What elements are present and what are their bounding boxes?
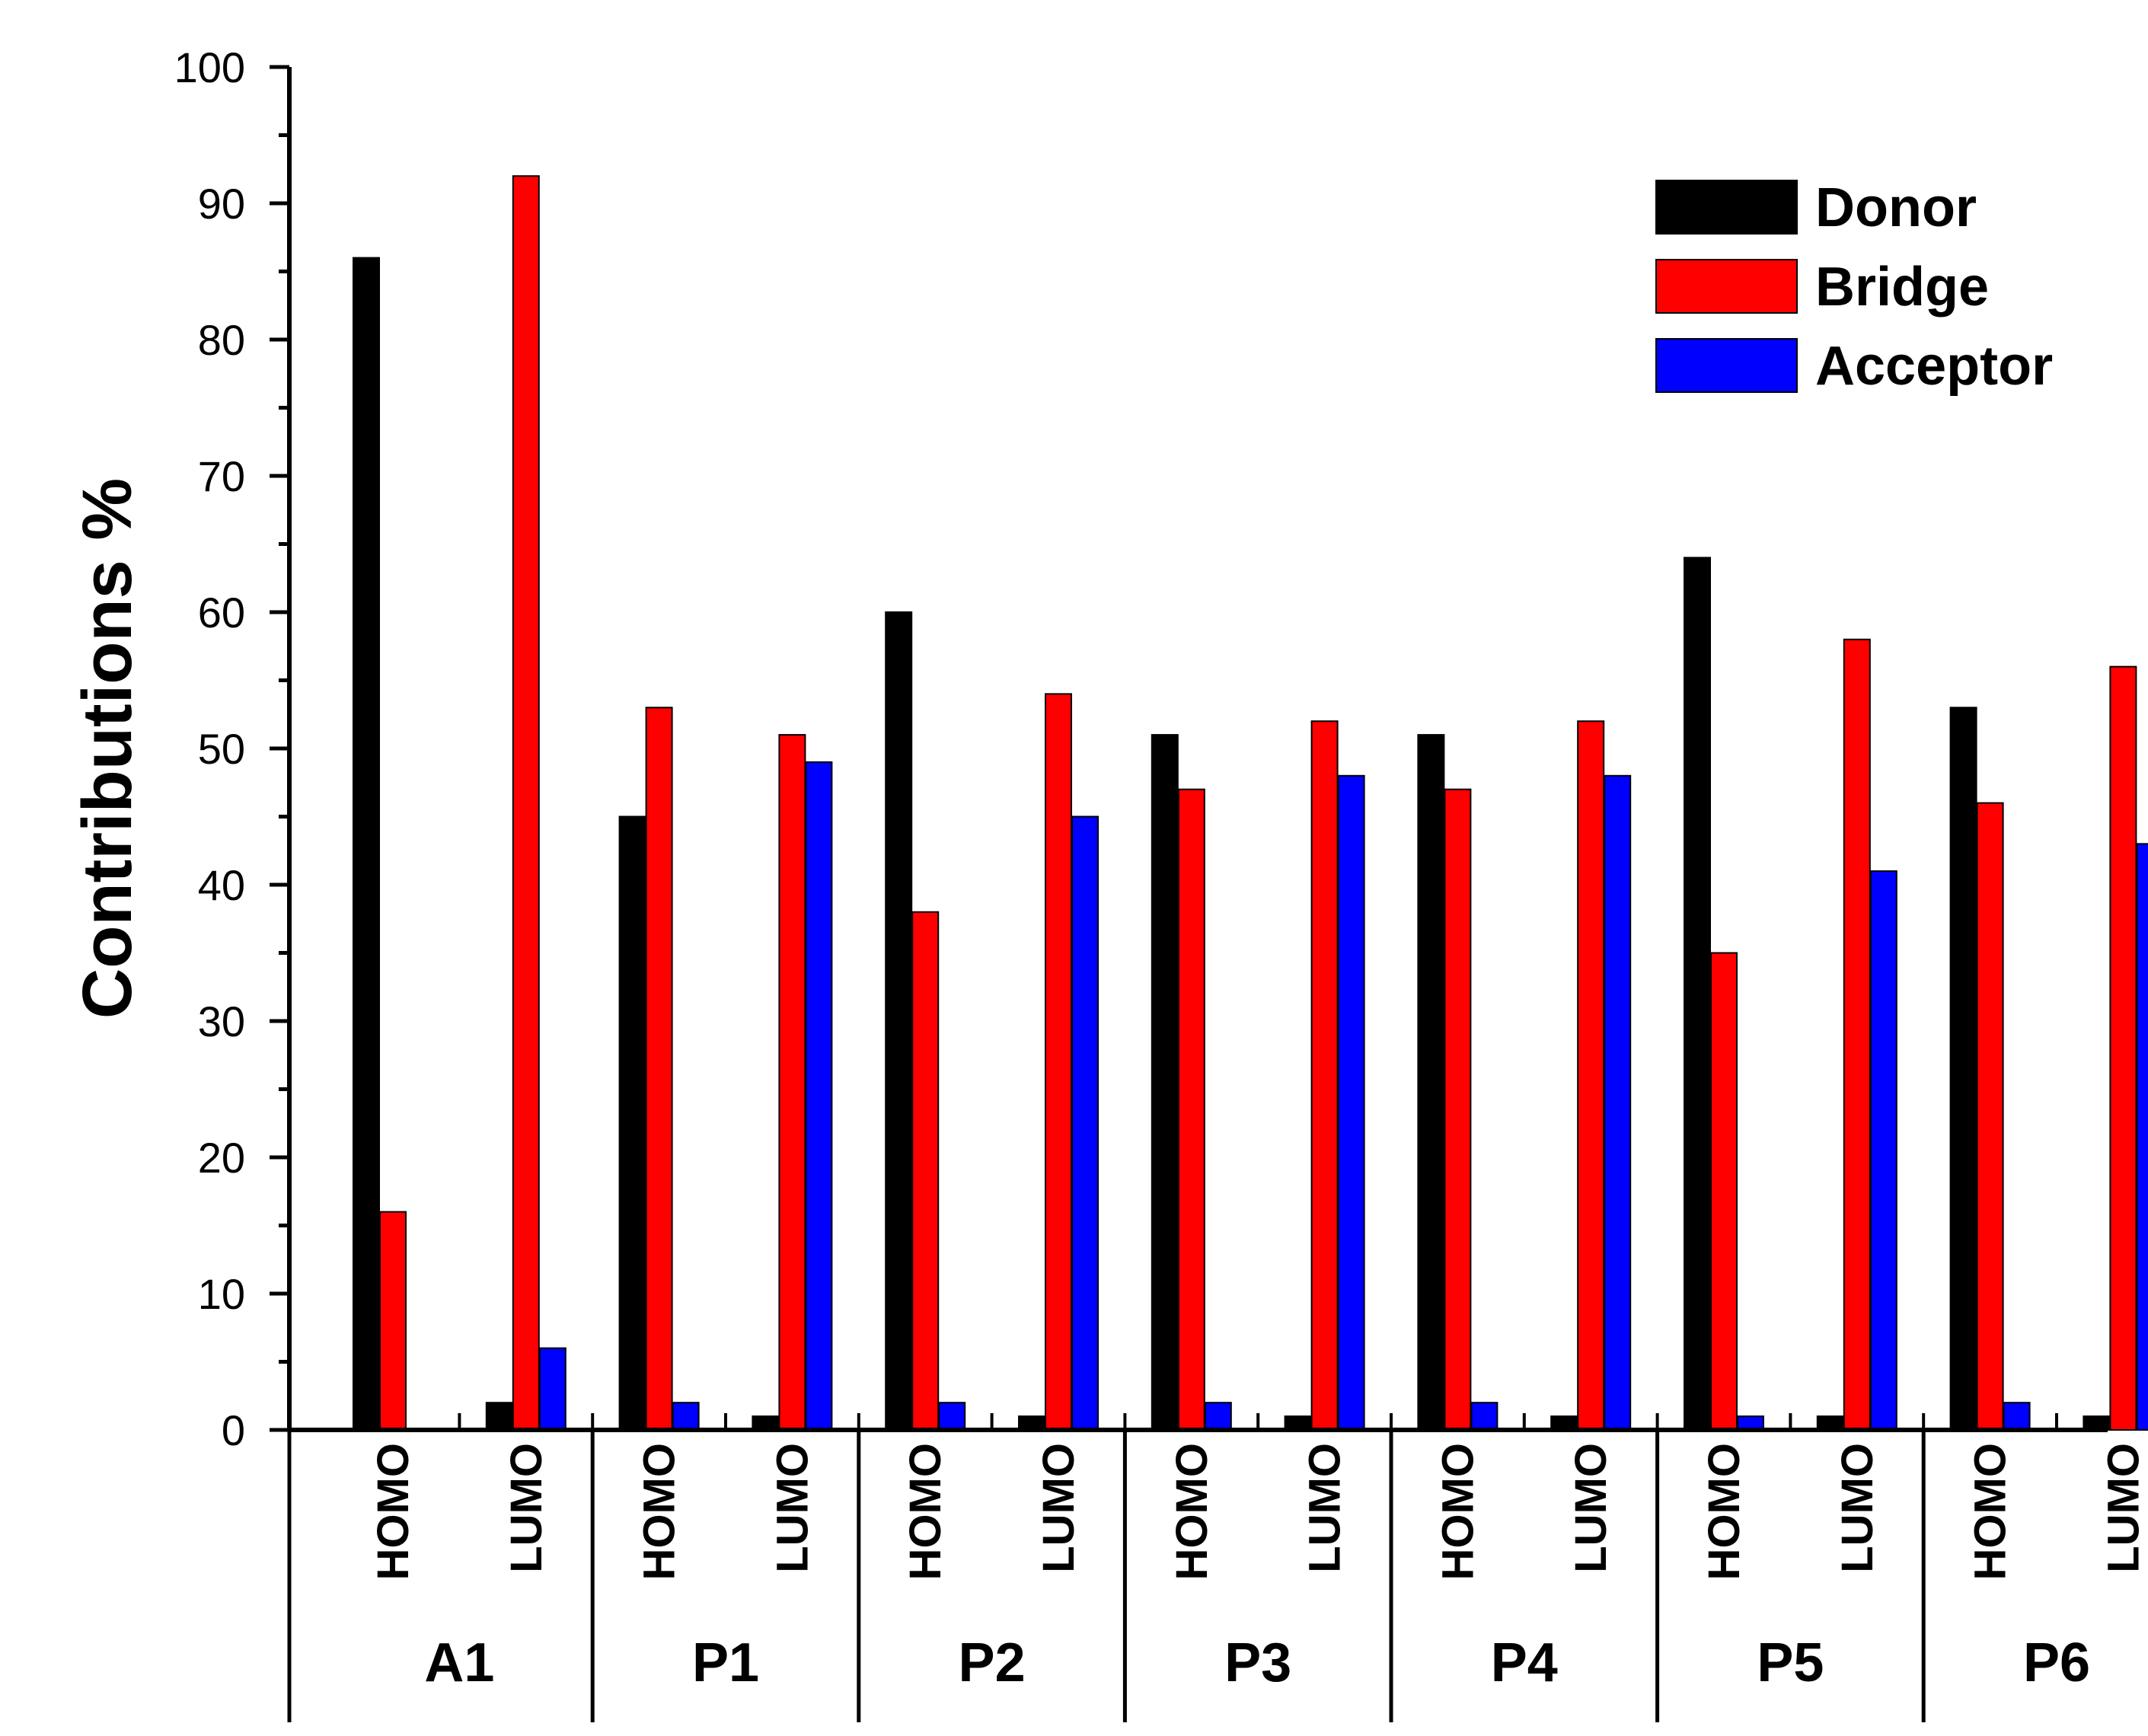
bar-acceptor-p4-lumo [1604,774,1632,1431]
bar-donor-p5-homo [1684,557,1711,1431]
group-label-p4: P4 [1491,1632,1558,1693]
bar-bridge-p2-lumo [1045,693,1072,1431]
bar-acceptor-p3-homo [1204,1402,1232,1431]
y-tick-label: 10 [198,1270,245,1318]
bar-bridge-p3-homo [1177,788,1205,1431]
orbital-label-lumo: LUMO [768,1443,817,1573]
orbital-label-lumo: LUMO [1566,1443,1616,1573]
legend-label-acceptor: Acceptor [1815,336,2053,397]
orbital-label-lumo: LUMO [502,1443,551,1573]
orbital-label-lumo: LUMO [1833,1443,1882,1573]
orbital-label-homo: HOMO [1700,1443,1749,1580]
legend-label-donor: Donor [1815,177,1977,238]
orbital-label-homo: HOMO [1966,1443,2016,1580]
y-axis-title: Contributions % [69,478,146,1019]
bar-acceptor-a1-lumo [538,1347,567,1431]
bar-acceptor-p5-lumo [1869,870,1897,1431]
y-tick-label: 100 [174,43,245,91]
y-tick-label: 80 [198,316,245,364]
bar-bridge-p4-lumo [1577,720,1605,1431]
bar-acceptor-p6-lumo [2136,843,2148,1431]
orbital-label-homo: HOMO [1433,1443,1483,1580]
orbital-label-lumo: LUMO [1301,1443,1350,1573]
bar-donor-p3-homo [1151,734,1179,1431]
y-tick-label: 50 [198,725,245,773]
bar-acceptor-p2-homo [938,1402,966,1431]
y-tick-label: 90 [198,180,245,228]
bar-bridge-p3-lumo [1310,720,1339,1431]
orbital-label-homo: HOMO [635,1443,685,1580]
bar-bridge-a1-lumo [512,175,540,1431]
orbital-label-homo: HOMO [1167,1443,1217,1580]
legend-swatch-acceptor [1655,338,1798,393]
bar-acceptor-p1-homo [672,1402,700,1431]
bar-bridge-p1-homo [645,707,673,1431]
y-tick-label: 70 [198,452,245,500]
bar-bridge-p2-homo [911,911,940,1431]
bar-donor-a1-homo [353,257,380,1431]
group-label-p3: P3 [1224,1632,1291,1693]
y-tick-label: 20 [198,1134,245,1182]
legend-swatch-donor [1655,180,1798,235]
bar-acceptor-p4-homo [1470,1402,1498,1431]
legend-swatch-bridge [1655,259,1798,314]
bar-donor-p2-homo [885,611,913,1431]
bar-bridge-a1-homo [379,1211,407,1431]
bar-bridge-p5-homo [1710,952,1738,1431]
y-tick-label: 0 [222,1406,245,1454]
bar-bridge-p4-homo [1444,788,1472,1431]
y-tick-label: 60 [198,589,245,637]
bar-donor-p1-homo [618,815,646,1431]
bar-acceptor-p6-homo [2003,1402,2031,1431]
bar-bridge-p5-lumo [1843,638,1871,1431]
bar-acceptor-p2-lumo [1071,815,1099,1431]
orbital-label-homo: HOMO [901,1443,950,1580]
group-label-p6: P6 [2023,1632,2090,1693]
legend-label-bridge: Bridge [1815,257,1989,318]
bar-acceptor-p1-lumo [805,761,833,1431]
bar-donor-p4-homo [1417,734,1445,1431]
bar-acceptor-p3-lumo [1337,774,1365,1431]
group-label-a1: A1 [424,1632,494,1693]
bar-donor-a1-lumo [485,1402,513,1431]
y-tick-label: 30 [198,997,245,1045]
bar-bridge-p6-lumo [2109,665,2137,1431]
y-tick-label: 40 [198,861,245,909]
bar-bridge-p1-lumo [778,734,806,1431]
bar-donor-p6-homo [1949,707,1977,1431]
group-label-p1: P1 [692,1632,759,1693]
orbital-label-lumo: LUMO [1034,1443,1084,1573]
bar-bridge-p6-homo [1976,802,2004,1431]
group-label-p2: P2 [959,1632,1026,1693]
orbital-label-homo: HOMO [369,1443,418,1580]
group-label-p5: P5 [1757,1632,1824,1693]
orbital-label-lumo: LUMO [2099,1443,2148,1573]
